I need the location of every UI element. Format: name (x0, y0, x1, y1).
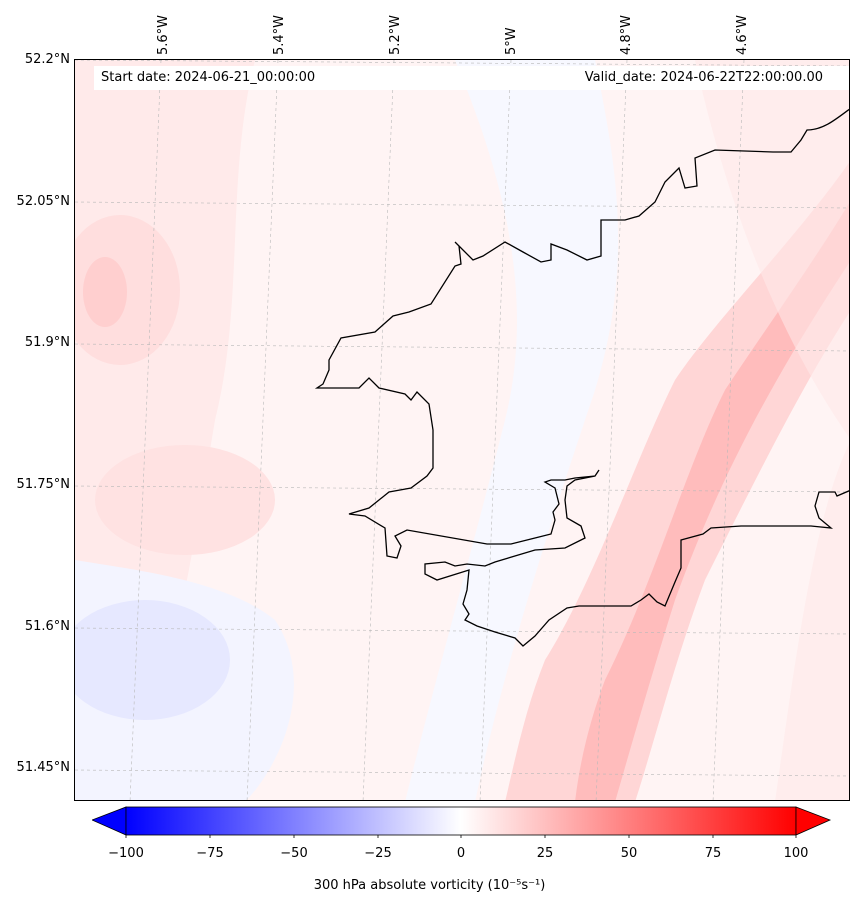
header-strip (94, 66, 849, 90)
lat-label-52-2: 52.2°N (24, 52, 70, 67)
map-panel (74, 59, 850, 801)
colorbar-tick-label: 75 (704, 846, 722, 861)
lon-label-5-6: 5.6°W (156, 14, 171, 55)
field-blob-northwest (75, 215, 180, 365)
colorbar-tick-marks (125, 835, 797, 838)
lat-label-51-6: 51.6°N (24, 619, 70, 634)
colorbar-tick-label: −100 (108, 846, 144, 861)
colorbar-extend-high (795, 806, 832, 836)
valid-date-label: Valid_date: 2024-06-22T22:00:00.00 (584, 70, 823, 85)
colorbar-tick-label: 25 (536, 846, 554, 861)
lon-label-5-4: 5.4°W (272, 14, 287, 55)
colorbar-label: 300 hPa absolute vorticity (10⁻⁵s⁻¹) (313, 878, 546, 893)
field-positive-band-core (575, 203, 849, 800)
lat-label-51-9: 51.9°N (24, 335, 70, 350)
lon-label-5: 5°W (504, 27, 519, 55)
lon-label-5-2: 5.2°W (388, 14, 403, 55)
colorbar-tick-label: −75 (196, 846, 224, 861)
colorbar-tick-label: 50 (620, 846, 638, 861)
field-neutral-channel (405, 60, 619, 800)
graticule (75, 60, 849, 800)
colorbar-gradient (125, 806, 797, 836)
lat-label-52-05: 52.05°N (16, 194, 70, 209)
start-date-label: Start date: 2024-06-21_00:00:00 (101, 70, 316, 85)
field-positive-band (505, 162, 849, 800)
colorbar (92, 806, 832, 838)
field-region-east (695, 60, 849, 800)
colorbar-tick-label: −50 (280, 846, 308, 861)
colorbar-tick-label: 100 (783, 846, 809, 861)
lon-label-4-6: 4.6°W (735, 14, 750, 55)
colorbar-tick-label: 0 (456, 846, 466, 861)
lon-label-4-8: 4.8°W (619, 14, 634, 55)
colorbar-extend-low (92, 806, 127, 836)
field-negative-core (75, 600, 230, 720)
field-blob-west (95, 445, 275, 555)
vorticity-map (75, 60, 849, 800)
colorbar-tick-label: −25 (364, 846, 392, 861)
lat-label-51-75: 51.75°N (16, 477, 70, 492)
coastline (314, 108, 849, 647)
lat-label-51-45: 51.45°N (16, 760, 70, 775)
field-blob-northwest-core (83, 257, 127, 327)
